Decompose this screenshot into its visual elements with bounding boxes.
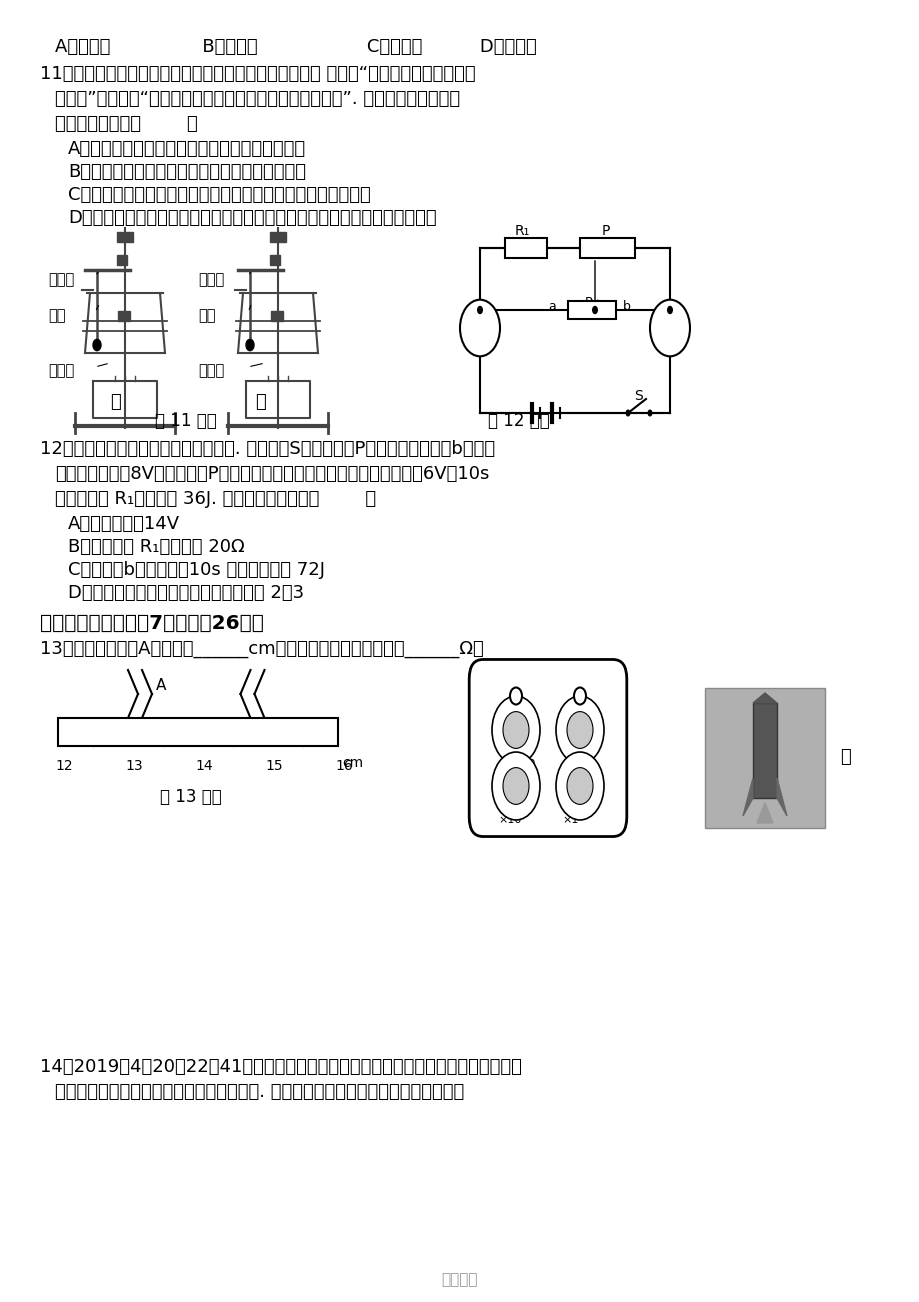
Text: 13．如图甲，物体A的长度是______cm；如图乙，电阔笩的示数是______Ω．: 13．如图甲，物体A的长度是______cm；如图乙，电阔笩的示数是______… — [40, 641, 483, 658]
Circle shape — [555, 753, 604, 820]
Text: A．实验一时，烧杯中应装入质量相等的同种液体: A．实验一时，烧杯中应装入质量相等的同种液体 — [68, 141, 306, 158]
Text: A: A — [473, 319, 483, 335]
Circle shape — [573, 687, 585, 704]
FancyBboxPatch shape — [469, 660, 626, 836]
Text: 燃烧皿: 燃烧皿 — [198, 363, 224, 378]
Text: 第 13 题图: 第 13 题图 — [160, 788, 221, 806]
Circle shape — [460, 299, 499, 357]
Text: 14．2019年4月20日22时41分，我国在西昌卫星发射中心用长征三号乙运载火箭，成功: 14．2019年4月20日22时41分，我国在西昌卫星发射中心用长征三号乙运载火… — [40, 1059, 521, 1075]
Text: S: S — [633, 389, 642, 404]
Text: 烧杯: 烧杯 — [198, 309, 215, 323]
Bar — [704, 687, 824, 828]
Text: b: b — [622, 299, 630, 312]
Circle shape — [555, 697, 604, 764]
Bar — [118, 311, 130, 322]
Bar — [269, 232, 286, 242]
Text: ×1000: ×1000 — [497, 759, 535, 769]
Circle shape — [647, 409, 652, 417]
Text: 内定値电阔 R₁消耗电能 36J. 下列判断正确的是（        ）: 内定値电阔 R₁消耗电能 36J. 下列判断正确的是（ ） — [55, 490, 376, 508]
Text: 推荐精选: 推荐精选 — [441, 1272, 478, 1286]
Text: D．实验二时，在燃烧皿中放入不同燃料，用秒表记录燃料充分燃烧所用时间: D．实验二时，在燃烧皿中放入不同燃料，用秒表记录燃料充分燃烧所用时间 — [68, 210, 437, 227]
Bar — [117, 232, 133, 242]
Text: A．电源电压为14V: A．电源电压为14V — [68, 516, 180, 533]
Text: P: P — [601, 224, 609, 238]
Text: 乙: 乙 — [255, 393, 266, 411]
Circle shape — [566, 712, 593, 749]
Text: 的说法正确的是（        ）: 的说法正确的是（ ） — [55, 115, 198, 133]
Circle shape — [93, 340, 101, 350]
Circle shape — [503, 712, 528, 749]
Text: 烧杯: 烧杯 — [48, 309, 65, 323]
Text: 发射第四十四颗北斗导航卫星（如图所示）. 火箭以液态氢为主要燃料是利用它的热値: 发射第四十四颗北斗导航卫星（如图所示）. 火箭以液态氢为主要燃料是利用它的热値 — [55, 1083, 464, 1101]
Text: C．实验一时，在燃烧皿中放入同种燃料，用秒表记录加热时间: C．实验一时，在燃烧皿中放入同种燃料，用秒表记录加热时间 — [68, 186, 370, 204]
Text: 第 12 题图: 第 12 题图 — [487, 411, 550, 430]
Bar — [269, 255, 279, 266]
Text: a: a — [548, 299, 555, 312]
Text: 13: 13 — [125, 759, 142, 773]
Bar — [117, 255, 127, 266]
Bar — [579, 238, 634, 258]
Circle shape — [492, 697, 539, 764]
Circle shape — [625, 409, 630, 417]
Text: 燃烧皿: 燃烧皿 — [48, 363, 74, 378]
Circle shape — [591, 306, 597, 314]
Text: 15: 15 — [265, 759, 282, 773]
Circle shape — [245, 340, 254, 350]
Text: 甲: 甲 — [110, 393, 120, 411]
Circle shape — [476, 306, 482, 314]
Circle shape — [650, 299, 689, 357]
Text: 第 11 题图: 第 11 题图 — [154, 411, 217, 430]
Polygon shape — [756, 803, 772, 823]
Text: 电压表的示数为8V；再将滑片P移到滑动变阔器的中点时，电压表的示数为6V，10s: 电压表的示数为8V；再将滑片P移到滑动变阔器的中点时，电压表的示数为6V，10s — [55, 465, 489, 483]
Bar — [505, 238, 547, 258]
Text: 12．如图所示电路，电源电压保持不变. 闭合开关S，先将滑片P移到滑动变阔器的b端时，: 12．如图所示电路，电源电压保持不变. 闭合开关S，先将滑片P移到滑动变阔器的b… — [40, 440, 494, 458]
Circle shape — [503, 768, 528, 805]
Text: 温度计: 温度计 — [198, 272, 224, 286]
Text: cm: cm — [342, 756, 363, 769]
Circle shape — [509, 687, 521, 704]
Text: A: A — [156, 678, 166, 693]
Polygon shape — [777, 779, 786, 816]
Text: ×10: ×10 — [497, 815, 521, 825]
Text: A．甲和丙                B．甲和丁                   C．乙和丙          D．乙和丁: A．甲和丙 B．甲和丁 C．乙和丙 D．乙和丁 — [55, 38, 536, 56]
Text: V: V — [664, 319, 674, 335]
Polygon shape — [752, 693, 777, 703]
Bar — [58, 717, 337, 746]
Text: 二、填空题（本题兲7小题，全26分）: 二、填空题（本题兲7小题，全26分） — [40, 615, 264, 633]
Text: D．电路先后两次消耗的总电功率之比为 2：3: D．电路先后两次消耗的总电功率之比为 2：3 — [68, 585, 304, 602]
Circle shape — [666, 306, 673, 314]
Text: B．实验二时，烧杯中应装入质量相等的不同液体: B．实验二时，烧杯中应装入质量相等的不同液体 — [68, 163, 306, 181]
Text: C．滑片在b端时，工作10s 电路消耗电能 72J: C．滑片在b端时，工作10s 电路消耗电能 72J — [68, 561, 324, 579]
Text: 温度计: 温度计 — [48, 272, 74, 286]
Bar — [271, 311, 283, 322]
Text: R₁: R₁ — [515, 224, 529, 238]
Text: R: R — [584, 296, 593, 309]
Bar — [752, 703, 777, 798]
Text: 14: 14 — [195, 759, 212, 773]
Text: 甲: 甲 — [839, 749, 850, 766]
Text: ×1: ×1 — [562, 815, 578, 825]
Circle shape — [492, 753, 539, 820]
Polygon shape — [743, 779, 752, 816]
Circle shape — [566, 768, 593, 805]
Text: 16: 16 — [335, 759, 352, 773]
Text: ×100: ×100 — [562, 759, 592, 769]
Text: 12: 12 — [55, 759, 73, 773]
Text: 11．用如图所示甲、乙两套相同的装置，可完成两个实验 实验一“探究不同物质吸热升温: 11．用如图所示甲、乙两套相同的装置，可完成两个实验 实验一“探究不同物质吸热升… — [40, 65, 475, 83]
Bar — [567, 301, 616, 319]
Text: B．定値电阔 R₁的阔値为 20Ω: B．定値电阔 R₁的阔値为 20Ω — [68, 538, 244, 556]
Text: 的现象”，实验二“比较质量相等的不同燃料燃烧放出的热量”. 下列关于这两个实验: 的现象”，实验二“比较质量相等的不同燃料燃烧放出的热量”. 下列关于这两个实验 — [55, 90, 460, 108]
